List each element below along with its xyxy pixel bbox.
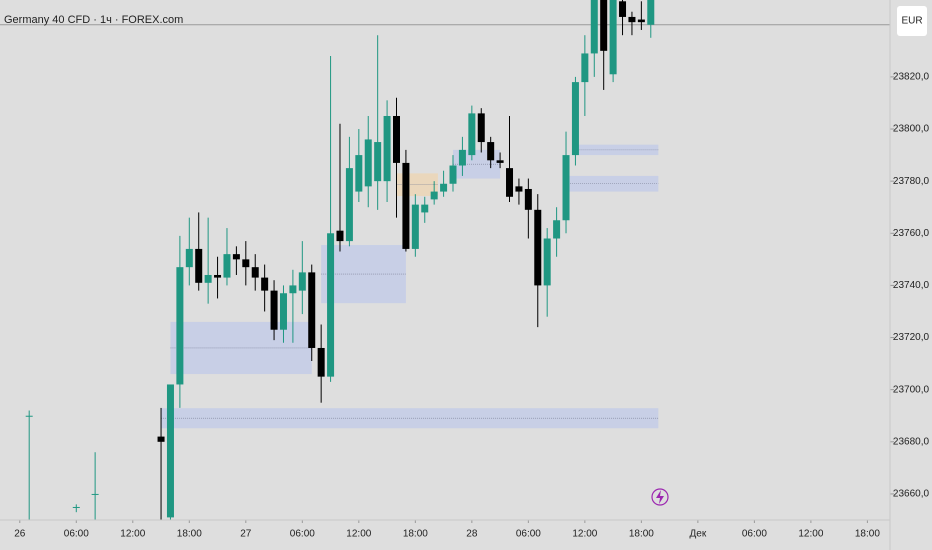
candle-body <box>477 113 485 143</box>
candle-body <box>25 415 33 417</box>
y-tick-label: 23680,0 <box>893 436 930 447</box>
y-tick-label: 23780,0 <box>893 176 930 187</box>
candle-body <box>496 160 504 163</box>
candle-body <box>242 259 250 268</box>
candle-body <box>298 272 306 291</box>
candle-body <box>345 168 353 242</box>
x-tick-label: 12:00 <box>798 529 823 540</box>
currency-label[interactable]: EUR <box>901 16 922 27</box>
x-tick-label: Дек <box>690 529 707 540</box>
candle-body <box>487 142 495 161</box>
candle-body <box>336 230 344 242</box>
candle-body <box>458 149 466 166</box>
candle-body <box>383 115 391 182</box>
candle-body <box>392 115 400 163</box>
candle-body <box>637 19 645 23</box>
y-tick-label: 23820,0 <box>893 72 930 83</box>
candle-body <box>590 0 598 54</box>
candle-body <box>157 436 165 442</box>
candle-body <box>440 183 448 192</box>
plot-area <box>0 0 890 520</box>
candle-body <box>251 267 259 278</box>
candle-body <box>571 82 579 156</box>
x-tick-label: 18:00 <box>177 529 202 540</box>
candle-body <box>261 277 269 291</box>
y-tick-label: 23700,0 <box>893 384 930 395</box>
x-tick-label: 18:00 <box>855 529 880 540</box>
x-tick-label: 18:00 <box>629 529 654 540</box>
candle-body <box>195 248 203 283</box>
x-tick-label: 06:00 <box>516 529 541 540</box>
x-tick-label: 27 <box>240 529 252 540</box>
candle-body <box>506 168 514 197</box>
candle-body <box>176 267 184 385</box>
candle-body <box>647 0 655 25</box>
candle-body <box>468 113 476 156</box>
x-tick-label: 28 <box>466 529 478 540</box>
candle-body <box>364 139 372 187</box>
y-tick-label: 23720,0 <box>893 332 930 343</box>
y-tick-label: 23660,0 <box>893 489 930 500</box>
candle-body <box>581 53 589 83</box>
y-tick-label: 23760,0 <box>893 228 930 239</box>
alert-icon[interactable] <box>651 488 669 506</box>
candle-body <box>619 1 627 17</box>
candle-body <box>553 220 561 239</box>
candle-body <box>600 0 608 51</box>
x-tick-label: 12:00 <box>346 529 371 540</box>
candle-body <box>421 204 429 213</box>
y-tick-label: 23740,0 <box>893 280 930 291</box>
alert-circle <box>651 488 669 506</box>
candle-body <box>91 493 99 495</box>
candle-body <box>166 384 174 518</box>
candle-body <box>185 248 193 268</box>
candle-body <box>308 272 316 348</box>
x-tick-label: 06:00 <box>742 529 767 540</box>
candle-body <box>543 238 551 286</box>
candle-body <box>317 347 325 377</box>
alert-bolt <box>656 490 664 504</box>
x-tick-label: 26 <box>14 529 26 540</box>
zone <box>575 144 659 156</box>
candle-body <box>609 0 617 75</box>
chart-title: Germany 40 CFD · 1ч · FOREX.com <box>4 14 183 26</box>
candle-body <box>223 254 231 278</box>
candle-body <box>279 293 287 330</box>
candle-body <box>430 191 438 200</box>
candle-body <box>327 233 335 377</box>
candle-body <box>232 254 240 260</box>
candle-body <box>270 290 278 330</box>
candle-body <box>402 162 410 249</box>
x-tick-label: 06:00 <box>290 529 315 540</box>
candle-body <box>524 188 532 210</box>
x-tick-label: 12:00 <box>120 529 145 540</box>
candle-body <box>204 274 212 283</box>
x-tick-label: 18:00 <box>403 529 428 540</box>
candle-body <box>534 209 542 286</box>
candle-body <box>289 285 297 294</box>
candle-body <box>628 16 636 23</box>
y-tick-label: 23800,0 <box>893 124 930 135</box>
x-tick-label: 06:00 <box>64 529 89 540</box>
candle-body <box>214 274 222 278</box>
candle-body <box>411 204 419 249</box>
candle-body <box>355 155 363 192</box>
currency-button[interactable] <box>897 6 927 36</box>
candle-body <box>562 155 570 221</box>
candle-body <box>515 186 523 192</box>
candle-body <box>449 165 457 184</box>
candle-body <box>72 506 80 508</box>
candle-body <box>374 142 382 182</box>
x-tick-label: 12:00 <box>572 529 597 540</box>
